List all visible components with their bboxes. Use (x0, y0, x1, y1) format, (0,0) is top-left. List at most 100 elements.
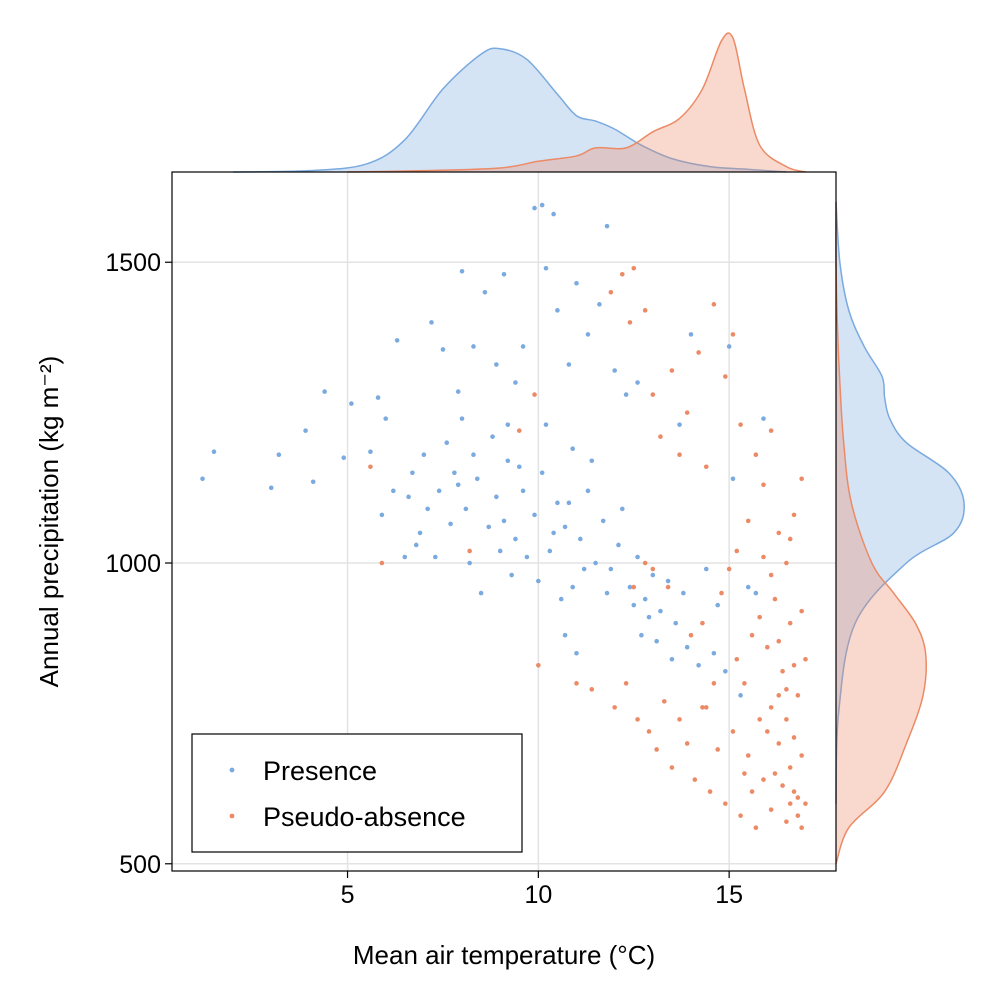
pseudo-absence-point (665, 584, 671, 590)
presence-point (558, 596, 564, 602)
pseudo-absence-point (772, 596, 778, 602)
legend-marker-pseudo-absence (229, 813, 235, 819)
presence-point (681, 590, 686, 596)
pseudo-absence-point (745, 518, 751, 524)
presence-point (532, 205, 537, 211)
pseudo-absence-point (692, 777, 698, 782)
pseudo-absence-point (757, 614, 762, 620)
pseudo-absence-point (791, 789, 797, 794)
pseudo-absence-point (738, 813, 743, 818)
presence-point (562, 524, 568, 530)
presence-point (471, 344, 476, 349)
presence-point (433, 554, 438, 560)
pseudo-absence-point (803, 801, 808, 806)
presence-point (578, 536, 583, 542)
presence-point (581, 566, 587, 572)
pseudo-absence-point (677, 452, 682, 458)
axes: 5 10 15 500 1000 1500 (105, 249, 743, 909)
pseudo-absence-point (753, 452, 759, 458)
right-marginal-density (835, 202, 965, 865)
pseudo-absence-point (749, 632, 755, 638)
pseudo-absence-point (368, 464, 373, 470)
pseudo-absence-point (650, 392, 656, 397)
pseudo-absence-point (677, 717, 682, 722)
presence-point (665, 578, 671, 584)
pseudo-absence-point (784, 560, 789, 566)
presence-point (585, 488, 591, 494)
pseudo-absence-point (784, 687, 789, 692)
presence-point (463, 506, 469, 512)
pseudo-absence-point (730, 729, 736, 734)
presence-point (413, 542, 419, 548)
pseudo-absence-point (757, 717, 762, 722)
pseudo-absence-point (734, 656, 740, 662)
presence-point (642, 596, 648, 602)
presence-point (570, 446, 575, 452)
presence-point (394, 338, 400, 343)
pseudo-absence-point (791, 512, 797, 518)
presence-point (448, 521, 453, 527)
presence-point (375, 395, 381, 400)
presence-point (471, 452, 476, 458)
presence-point (505, 422, 511, 427)
pseudo-absence-point (795, 813, 801, 818)
pseudo-absence-point (776, 741, 782, 746)
presence-point (513, 380, 518, 385)
presence-point (520, 488, 526, 494)
pseudo-absence-point (612, 705, 617, 710)
pseudo-absence-point (642, 308, 648, 313)
pseudo-absence-point (742, 681, 747, 686)
presence-point (551, 211, 556, 217)
pseudo-absence-point (799, 476, 804, 482)
presence-point (684, 644, 690, 650)
pseudo-absence-point (784, 717, 789, 722)
pseudo-absence-point (589, 687, 595, 692)
pseudo-absence-point (619, 271, 625, 277)
presence-point (604, 590, 610, 596)
pseudo-absence-point (669, 765, 675, 770)
pseudo-absence-point (669, 368, 675, 373)
pseudo-absence-point (765, 729, 770, 734)
presence-point (650, 572, 656, 578)
presence-point (673, 620, 679, 626)
presence-point (631, 602, 637, 608)
pseudo-absence-point (768, 705, 774, 710)
presence-point (497, 548, 503, 554)
presence-point (619, 506, 625, 512)
pseudo-absence-point (768, 428, 774, 433)
pseudo-absence-point (799, 825, 804, 830)
presence-point (501, 518, 507, 524)
pseudo-absence-point (623, 681, 629, 686)
pseudo-absence-point (703, 705, 709, 710)
presence-point (200, 476, 205, 482)
presence-point (467, 560, 472, 566)
presence-point (635, 380, 640, 385)
presence-point (455, 389, 461, 394)
presence-point (276, 452, 282, 458)
presence-point (268, 485, 274, 491)
presence-point (589, 458, 595, 464)
pseudo-absence-point (761, 554, 766, 560)
x-tick-label: 15 (715, 881, 743, 909)
presence-point (635, 554, 640, 560)
presence-point (623, 392, 629, 397)
presence-point (551, 530, 556, 536)
pseudo-absence-point (787, 620, 793, 626)
presence-point (723, 668, 728, 674)
presence-point (696, 662, 701, 668)
presence-point (417, 530, 423, 536)
pseudo-absence-point (772, 771, 778, 776)
presence-point (677, 422, 682, 427)
presence-point (391, 488, 396, 494)
pseudo-absence-point (723, 801, 728, 806)
presence-point (616, 542, 621, 548)
pseudo-absence-point (536, 662, 541, 668)
pseudo-absence-point (661, 699, 667, 704)
presence-point (688, 332, 694, 337)
presence-point (612, 368, 617, 373)
x-tick-label: 10 (524, 881, 552, 909)
presence-point (459, 416, 465, 421)
pseudo-absence-point (799, 608, 804, 614)
pseudo-absence-point (467, 548, 472, 554)
